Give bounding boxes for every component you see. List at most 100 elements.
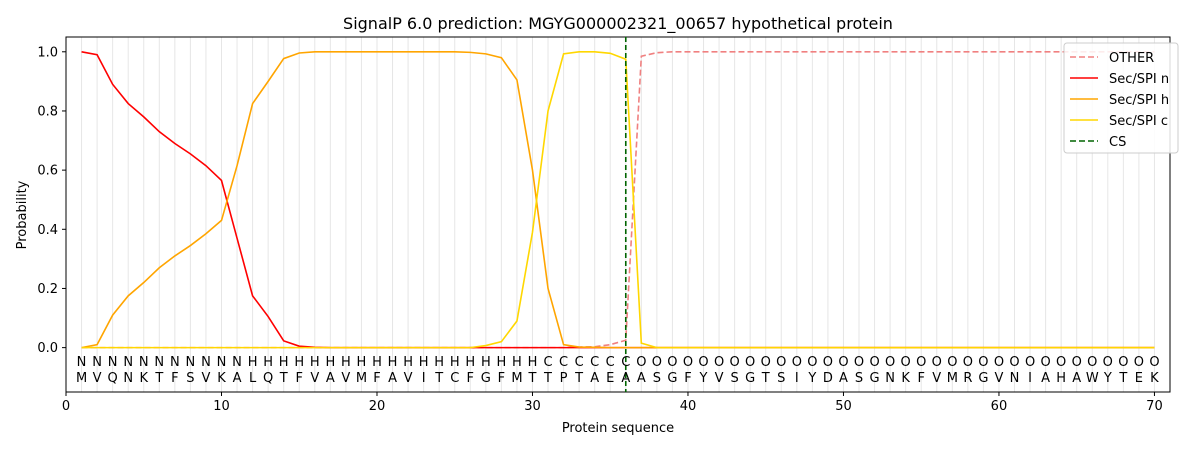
amino-acid: A bbox=[1072, 371, 1081, 386]
region-label: O bbox=[1009, 355, 1019, 370]
x-tick-label: 0 bbox=[62, 399, 70, 414]
amino-acid: T bbox=[543, 371, 552, 386]
region-label: O bbox=[714, 355, 724, 370]
region-label: H bbox=[294, 355, 304, 370]
region-label: N bbox=[186, 355, 196, 370]
amino-acid: A bbox=[839, 371, 848, 386]
region-label: O bbox=[776, 355, 786, 370]
region-label: O bbox=[1056, 355, 1066, 370]
amino-acid: A bbox=[326, 371, 335, 386]
x-tick-label: 50 bbox=[835, 399, 852, 414]
amino-acid: G bbox=[667, 371, 677, 386]
amino-acid: N bbox=[885, 371, 895, 386]
amino-acid: Y bbox=[807, 371, 816, 386]
amino-acid: A bbox=[233, 371, 242, 386]
series-line-other bbox=[81, 50, 1155, 349]
legend-label: OTHER bbox=[1109, 51, 1154, 66]
x-tick-label: 70 bbox=[1146, 399, 1163, 414]
region-label: H bbox=[341, 355, 351, 370]
region-label: C bbox=[543, 355, 552, 370]
amino-acid: G bbox=[745, 371, 755, 386]
amino-acid: Q bbox=[108, 371, 118, 386]
amino-acid: V bbox=[310, 371, 319, 386]
region-label: O bbox=[916, 355, 926, 370]
region-label: O bbox=[1040, 355, 1050, 370]
region-label: O bbox=[978, 355, 988, 370]
amino-acid: S bbox=[855, 371, 863, 386]
region-label: N bbox=[154, 355, 164, 370]
amino-acid: T bbox=[574, 371, 583, 386]
amino-acid: V bbox=[341, 371, 350, 386]
region-label: O bbox=[730, 355, 740, 370]
region-label: N bbox=[77, 355, 87, 370]
amino-acid: C bbox=[450, 371, 459, 386]
amino-acid: G bbox=[870, 371, 880, 386]
x-axis-title: Protein sequence bbox=[562, 421, 674, 436]
y-tick-label: 1.0 bbox=[37, 45, 58, 60]
region-label: H bbox=[325, 355, 335, 370]
series-line-sec-spi-c bbox=[81, 50, 1155, 349]
region-label: O bbox=[761, 355, 771, 370]
region-label: H bbox=[279, 355, 289, 370]
region-label: O bbox=[1103, 355, 1113, 370]
y-axis-title: Probability bbox=[15, 180, 30, 249]
region-label: H bbox=[512, 355, 522, 370]
amino-acid: E bbox=[606, 371, 614, 386]
region-label: O bbox=[885, 355, 895, 370]
amino-acid: A bbox=[1041, 371, 1050, 386]
region-label: H bbox=[372, 355, 382, 370]
region-label: O bbox=[947, 355, 957, 370]
amino-acid: Y bbox=[699, 371, 708, 386]
region-label: O bbox=[838, 355, 848, 370]
amino-acid: H bbox=[1056, 371, 1066, 386]
region-label: H bbox=[419, 355, 429, 370]
x-tick-label: 30 bbox=[524, 399, 541, 414]
y-tick-label: 0.8 bbox=[37, 104, 58, 119]
region-label: O bbox=[963, 355, 973, 370]
region-label: C bbox=[606, 355, 615, 370]
legend-label: Sec/SPI n bbox=[1109, 72, 1169, 87]
amino-acid: A bbox=[621, 371, 630, 386]
amino-acid: F bbox=[373, 371, 380, 386]
region-label: O bbox=[1072, 355, 1082, 370]
amino-acid: R bbox=[963, 371, 972, 386]
region-label: C bbox=[590, 355, 599, 370]
region-label: C bbox=[575, 355, 584, 370]
region-label: H bbox=[388, 355, 398, 370]
chart-title: SignalP 6.0 prediction: MGYG000002321_00… bbox=[343, 14, 893, 34]
amino-acid: M bbox=[356, 371, 367, 386]
region-label: N bbox=[123, 355, 133, 370]
amino-acid: S bbox=[777, 371, 785, 386]
region-label: O bbox=[1134, 355, 1144, 370]
amino-acid: N bbox=[123, 371, 133, 386]
x-tick-label: 20 bbox=[369, 399, 386, 414]
region-label: C bbox=[621, 355, 630, 370]
legend-label: Sec/SPI h bbox=[1109, 93, 1169, 108]
plot-area: 0 10 20 30 40 50 60 700.00.20.40.60.81.0NMNVNQN… bbox=[37, 36, 1171, 414]
amino-acid: G bbox=[978, 371, 988, 386]
amino-acid: N bbox=[1010, 371, 1020, 386]
amino-acid: T bbox=[1118, 371, 1127, 386]
region-label: O bbox=[1149, 355, 1159, 370]
amino-acid: T bbox=[761, 371, 770, 386]
y-tick-label: 0.0 bbox=[37, 341, 58, 356]
amino-acid: F bbox=[498, 371, 505, 386]
region-label: N bbox=[139, 355, 149, 370]
amino-acid: G bbox=[481, 371, 491, 386]
region-label: H bbox=[434, 355, 444, 370]
amino-acid: K bbox=[139, 371, 148, 386]
amino-acid: V bbox=[93, 371, 102, 386]
x-tick-label: 40 bbox=[680, 399, 697, 414]
amino-acid: K bbox=[217, 371, 226, 386]
region-label: N bbox=[170, 355, 180, 370]
region-label: O bbox=[636, 355, 646, 370]
series-line-sec-spi-n bbox=[81, 51, 1155, 349]
region-label: H bbox=[481, 355, 491, 370]
region-label: N bbox=[92, 355, 102, 370]
region-label: O bbox=[1087, 355, 1097, 370]
amino-acid: I bbox=[422, 371, 426, 386]
region-label: O bbox=[823, 355, 833, 370]
region-label: N bbox=[217, 355, 227, 370]
amino-acid: I bbox=[1028, 371, 1032, 386]
